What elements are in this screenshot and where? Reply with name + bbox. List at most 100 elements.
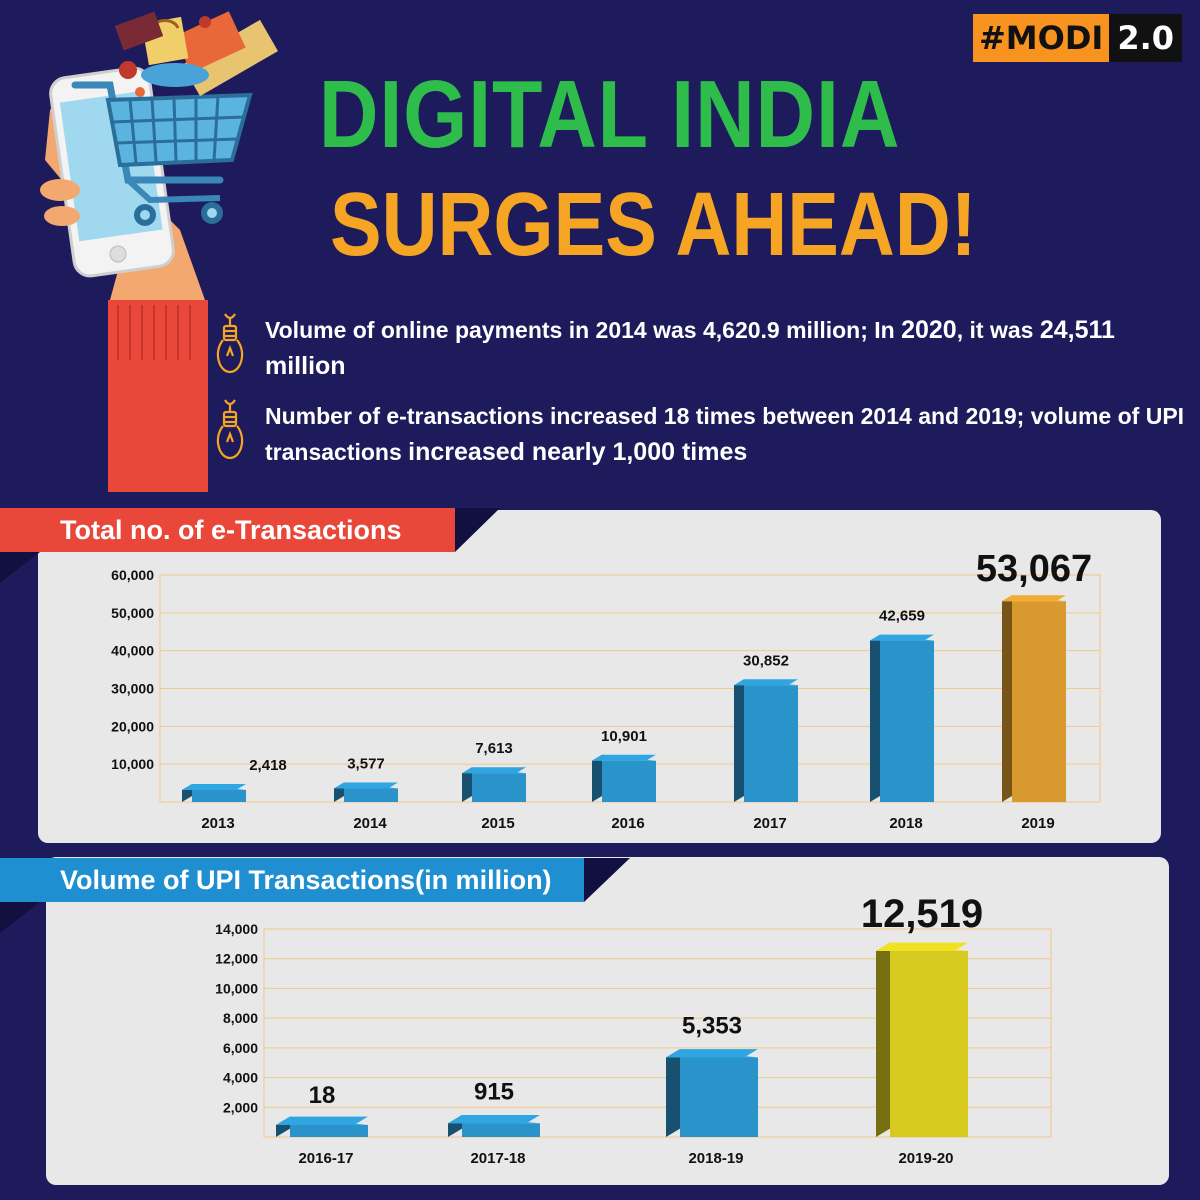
- x-tick-label: 2013: [201, 815, 234, 832]
- bullet-1-text-a: Volume of online payments in 2014 was 4,…: [265, 317, 902, 343]
- bar: [1002, 595, 1066, 802]
- bar-front: [472, 773, 526, 802]
- e-transactions-chart: 10,000 20,000 30,000 40,000 50,000 60,000 2,41…: [111, 548, 1101, 832]
- bullet-2-highlight: increased nearly 1,000 times: [408, 438, 748, 466]
- data-label: 3,577: [347, 755, 385, 772]
- data-label: 7,613: [475, 740, 513, 757]
- bar-side: [870, 634, 880, 802]
- upi-panel: [46, 857, 1169, 1185]
- bar-front: [462, 1123, 540, 1137]
- e-transactions-title: Total no. of e-Transactions: [0, 508, 455, 552]
- bar: [462, 767, 526, 802]
- bar-top-face: [592, 754, 656, 761]
- bar: [592, 754, 656, 802]
- x-tick-label: 2019-20: [898, 1150, 953, 1167]
- bar-front: [744, 685, 798, 802]
- bar: [870, 634, 934, 802]
- bullet-online-payments: Volume of online payments in 2014 was 4,…: [215, 312, 1185, 386]
- bar-side: [876, 942, 890, 1137]
- x-tick-label: 2014: [353, 815, 387, 832]
- y-tick-label: 6,000: [223, 1040, 258, 1056]
- x-tick-label: 2019: [1021, 815, 1054, 832]
- y-tick-label: 12,000: [215, 951, 258, 967]
- bar-top-face: [870, 634, 934, 641]
- y-tick-label: 10,000: [215, 980, 258, 996]
- upi-title: Volume of UPI Transactions(in million): [0, 858, 584, 902]
- data-label: 2,418: [249, 757, 287, 774]
- x-tick-label: 2016: [611, 815, 644, 832]
- upi-chart: 2,000 4,000 6,000 8,000 10,000 12,000 14,000 18…: [215, 895, 1052, 1167]
- y-tick-label: 10,000: [111, 756, 154, 772]
- bar-top-face: [182, 784, 246, 790]
- bar: [334, 782, 398, 802]
- bar-front: [680, 1057, 758, 1137]
- x-tick-label: 2016-17: [298, 1150, 353, 1167]
- badge-number: 2.0: [1109, 14, 1182, 62]
- bar-top-face: [666, 1049, 758, 1058]
- badge-hash: #MODI: [972, 14, 1110, 62]
- x-tick-label: 2018: [889, 815, 922, 832]
- shopping-illustration: [40, 11, 278, 492]
- x-tick-label: 2018-19: [688, 1150, 743, 1167]
- shopping-cart-icon: [71, 81, 253, 226]
- bar-side: [462, 767, 472, 802]
- bar-top-face: [876, 942, 968, 952]
- ribbon-tail-2: [0, 858, 630, 933]
- bar: [734, 679, 798, 802]
- data-label: 30,852: [743, 652, 789, 669]
- lightbulb-icon: [215, 312, 265, 386]
- y-tick-label: 60,000: [111, 567, 154, 583]
- data-label: 10,901: [601, 728, 647, 745]
- bar-top-face: [276, 1116, 368, 1125]
- bar: [876, 942, 968, 1137]
- x-tick-label: 2017: [753, 815, 786, 832]
- y-tick-label: 8,000: [223, 1010, 258, 1026]
- bullet-e-transactions: Number of e-transactions increased 18 ti…: [215, 398, 1185, 472]
- x-tick-label: 2015: [481, 815, 514, 832]
- ribbon-tail-1: [0, 508, 500, 583]
- bullet-1-amount: 24,511 million: [265, 316, 1115, 380]
- y-tick-label: 4,000: [223, 1070, 258, 1086]
- bar-front: [1012, 601, 1066, 802]
- bar-front: [890, 951, 968, 1137]
- y-tick-label: 2,000: [223, 1099, 258, 1115]
- bar-side: [734, 679, 744, 802]
- bullet-2-text-a: Number of e-transactions increased 18 ti…: [265, 403, 1185, 465]
- data-label: 42,659: [879, 608, 925, 625]
- bullet-1-text-c: , it was: [956, 317, 1040, 343]
- bar: [182, 784, 246, 802]
- bar-side: [592, 754, 602, 802]
- y-tick-label: 40,000: [111, 643, 154, 659]
- bar-side: [666, 1049, 680, 1137]
- bar-top-face: [448, 1115, 540, 1124]
- modi-badge: #MODI 2.0: [972, 14, 1182, 62]
- bar-front: [192, 790, 246, 802]
- bar-front: [344, 788, 398, 802]
- x-tick-label: 2017-18: [470, 1150, 525, 1167]
- bar: [666, 1049, 758, 1137]
- data-label: 5,353: [682, 1012, 742, 1039]
- y-tick-label: 20,000: [111, 718, 154, 734]
- bar-top-face: [1002, 595, 1066, 602]
- data-label: 53,067: [976, 548, 1092, 590]
- bullet-1-year: 2020: [901, 316, 957, 344]
- bar: [448, 1115, 540, 1137]
- bar-side: [1002, 595, 1012, 802]
- lightbulb-icon: [215, 398, 265, 472]
- bar-top-face: [734, 679, 798, 686]
- sleeve-shape: [108, 300, 208, 492]
- data-label: 18: [309, 1082, 336, 1109]
- bar-top-face: [334, 782, 398, 789]
- page-title: DIGITAL INDIA: [318, 61, 901, 168]
- data-label: 12,519: [861, 895, 983, 936]
- y-tick-label: 50,000: [111, 605, 154, 621]
- y-tick-label: 30,000: [111, 681, 154, 697]
- bar: [276, 1116, 368, 1137]
- data-label: 915: [474, 1078, 514, 1105]
- bar-front: [290, 1125, 368, 1137]
- y-tick-label: 14,000: [215, 921, 258, 937]
- bar-top-face: [462, 767, 526, 774]
- page-subtitle: SURGES AHEAD!: [330, 175, 977, 275]
- bar-front: [880, 640, 934, 802]
- bar-front: [602, 760, 656, 802]
